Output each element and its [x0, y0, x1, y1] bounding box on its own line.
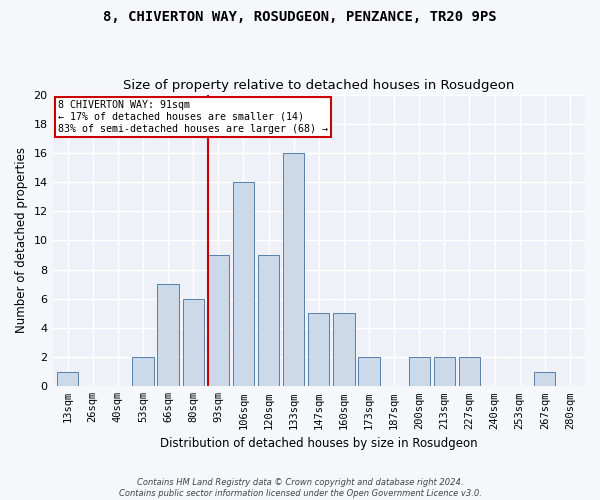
Bar	[258, 255, 279, 386]
Bar	[157, 284, 179, 386]
Text: 8 CHIVERTON WAY: 91sqm
← 17% of detached houses are smaller (14)
83% of semi-det: 8 CHIVERTON WAY: 91sqm ← 17% of detached…	[58, 100, 328, 134]
Title: Size of property relative to detached houses in Rosudgeon: Size of property relative to detached ho…	[123, 79, 514, 92]
Bar	[57, 372, 78, 386]
Bar	[182, 299, 204, 386]
Bar	[434, 357, 455, 386]
Bar	[132, 357, 154, 386]
Bar	[358, 357, 380, 386]
Text: Contains HM Land Registry data © Crown copyright and database right 2024.
Contai: Contains HM Land Registry data © Crown c…	[119, 478, 481, 498]
Text: 8, CHIVERTON WAY, ROSUDGEON, PENZANCE, TR20 9PS: 8, CHIVERTON WAY, ROSUDGEON, PENZANCE, T…	[103, 10, 497, 24]
X-axis label: Distribution of detached houses by size in Rosudgeon: Distribution of detached houses by size …	[160, 437, 478, 450]
Bar	[308, 314, 329, 386]
Bar	[534, 372, 556, 386]
Bar	[333, 314, 355, 386]
Bar	[283, 153, 304, 386]
Y-axis label: Number of detached properties: Number of detached properties	[15, 148, 28, 334]
Bar	[459, 357, 480, 386]
Bar	[233, 182, 254, 386]
Bar	[208, 255, 229, 386]
Bar	[409, 357, 430, 386]
